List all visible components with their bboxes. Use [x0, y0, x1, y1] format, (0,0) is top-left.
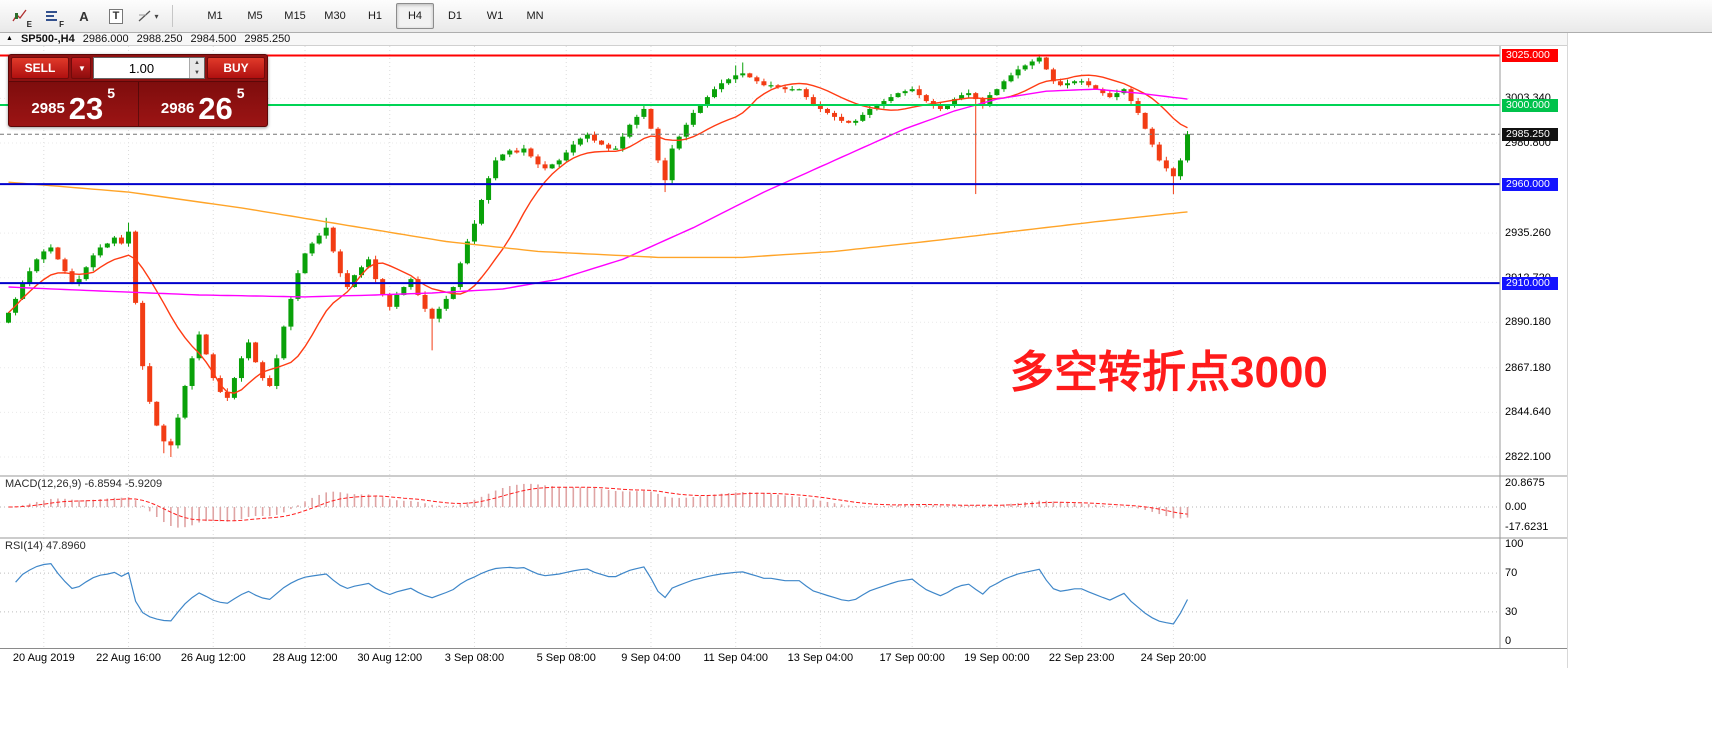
buy-button[interactable]: BUY [207, 57, 265, 79]
price-scale-label: 2867.180 [1505, 361, 1551, 374]
bid-price-prefix: 2985 [31, 100, 65, 117]
macd-title: MACD(12,26,9) [5, 478, 82, 490]
ask-price-sup: 5 [236, 85, 245, 101]
rsi-value: 47.8960 [45, 540, 86, 552]
time-axis-label: 22 Sep 23:00 [1048, 652, 1115, 664]
time-axis-label: 26 Aug 12:00 [180, 652, 246, 664]
draw-tools-icon[interactable]: ▾ [133, 3, 163, 30]
macd-scale-label: -17.6231 [1505, 521, 1549, 534]
macd-main-value: -6.8594 [84, 478, 122, 490]
timeframe-button-m1[interactable]: M1 [207, 10, 223, 22]
macd-scale-label: 20.8675 [1505, 476, 1545, 489]
window-right-edge [1567, 33, 1568, 668]
ohlc-open: 2986.000 [82, 33, 129, 45]
ohlc-close: 2985.250 [244, 33, 291, 45]
chart-header: ▲ SP500-,H4 2986.000 2988.250 2984.500 2… [0, 33, 1567, 46]
time-axis-label: 30 Aug 12:00 [357, 652, 423, 664]
ohlc-high: 2988.250 [136, 33, 183, 45]
collapse-panel-icon[interactable]: ▲ [6, 35, 13, 42]
timeframe-button-d1[interactable]: D1 [447, 10, 463, 22]
candlestick-chart-icon[interactable]: E [5, 3, 35, 30]
price-scale-label: 2844.640 [1505, 406, 1551, 419]
time-axis-label: 11 Sep 04:00 [703, 652, 768, 664]
volume-input[interactable] [94, 58, 189, 78]
price-badge-2960.000: 2960.000 [1502, 177, 1558, 191]
rsi-indicator-label: RSI(14) 47.8960 [5, 540, 86, 552]
macd-layer [0, 483, 1500, 528]
bid-price-sup: 5 [107, 85, 116, 101]
time-axis-label: 20 Aug 2019 [12, 652, 75, 664]
time-axis-label: 22 Aug 16:00 [96, 652, 161, 664]
timeframe-button-h4[interactable]: H4 [396, 3, 434, 29]
sell-dropdown-button[interactable]: ▼ [71, 57, 91, 79]
timeframe-button-w1[interactable]: W1 [486, 10, 504, 22]
toolbar-icon-group: E F A T ▾ [4, 3, 164, 30]
chart-window: 3003.3402980.8002935.2602912.7202890.180… [0, 46, 1567, 648]
volume-spinner: ▲ ▼ [189, 58, 204, 78]
rsi-layer [0, 562, 1500, 625]
toolbar: E F A T ▾ M1 M5 M15 M30 H1 H4 D1 W1 MN [0, 0, 1712, 33]
volume-decrease-button[interactable]: ▼ [190, 68, 204, 78]
timeframe-button-m15[interactable]: M15 [284, 10, 306, 22]
volume-box: ▲ ▼ [93, 57, 205, 79]
toolbar-separator [172, 5, 173, 27]
price-badge-3000.000: 3000.000 [1502, 98, 1558, 112]
rsi-scale-label: 100 [1505, 538, 1524, 550]
price-badge-2910.000: 2910.000 [1502, 276, 1558, 290]
time-axis-label: 5 Sep 08:00 [536, 652, 596, 664]
timeframe-button-mn[interactable]: MN [526, 10, 544, 22]
ohlc-low: 2984.500 [190, 33, 237, 45]
rsi-scale-label: 0 [1505, 635, 1512, 647]
chart-text-annotation[interactable]: 多空转折点3000 [1010, 348, 1328, 397]
price-scale-label: 2935.260 [1505, 227, 1551, 240]
time-axis-label: 17 Sep 00:00 [879, 652, 945, 664]
timeframe-bar: M1 M5 M15 M30 H1 H4 D1 W1 MN [195, 3, 555, 29]
ask-price[interactable]: 2986 26 5 [137, 82, 268, 126]
timeframe-button-m30[interactable]: M30 [324, 10, 346, 22]
time-axis-label: 24 Sep 20:00 [1140, 652, 1207, 664]
grid-layer [0, 46, 1500, 648]
ask-price-big: 26 [198, 90, 233, 126]
price-badge-2985.250: 2985.250 [1502, 127, 1558, 141]
time-axis-label: 9 Sep 04:00 [621, 652, 681, 664]
time-axis-label: 3 Sep 08:00 [444, 652, 505, 664]
price-scale-label: 2890.180 [1505, 316, 1551, 329]
bid-price-big: 23 [68, 90, 104, 126]
time-axis-label: 28 Aug 12:00 [272, 652, 338, 664]
one-click-trading-panel: SELL ▼ ▲ ▼ BUY 2985 23 5 298 [8, 54, 268, 127]
letter-a-tool-icon[interactable]: A [79, 8, 89, 24]
time-axis-label: 13 Sep 04:00 [787, 652, 854, 664]
time-axis-label: 19 Sep 00:00 [964, 652, 1030, 664]
price-chart[interactable] [0, 46, 1567, 648]
panel-separators [0, 46, 1567, 648]
text-tool-icon[interactable]: T [101, 3, 131, 30]
timeframe-button-m5[interactable]: M5 [247, 10, 263, 22]
symbol-period-label: SP500-,H4 [20, 33, 75, 45]
rsi-scale-label: 30 [1505, 605, 1518, 618]
chart-list-icon[interactable]: F [46, 11, 64, 29]
timeframe-button-h1[interactable]: H1 [367, 10, 383, 22]
bid-price[interactable]: 2985 23 5 [9, 82, 138, 126]
macd-scale-label: 0.00 [1505, 501, 1527, 513]
macd-signal-value: -5.9209 [124, 478, 163, 490]
sell-button[interactable]: SELL [11, 57, 69, 79]
candles-layer [6, 54, 1191, 458]
rsi-title: RSI(14) [5, 540, 43, 552]
volume-increase-button[interactable]: ▲ [190, 58, 204, 68]
time-axis[interactable]: 20 Aug 2019 22 Aug 16:00 26 Aug 12:00 28 Au… [0, 648, 1567, 669]
moving-averages-layer [8, 74, 1188, 394]
rsi-scale-label: 70 [1505, 567, 1518, 580]
macd-indicator-label: MACD(12,26,9) -6.8594 -5.9209 [5, 478, 162, 490]
price-scale-label: 2822.100 [1505, 451, 1551, 463]
price-badge-3025.000: 3025.000 [1502, 49, 1558, 63]
ask-price-prefix: 2986 [160, 100, 195, 117]
